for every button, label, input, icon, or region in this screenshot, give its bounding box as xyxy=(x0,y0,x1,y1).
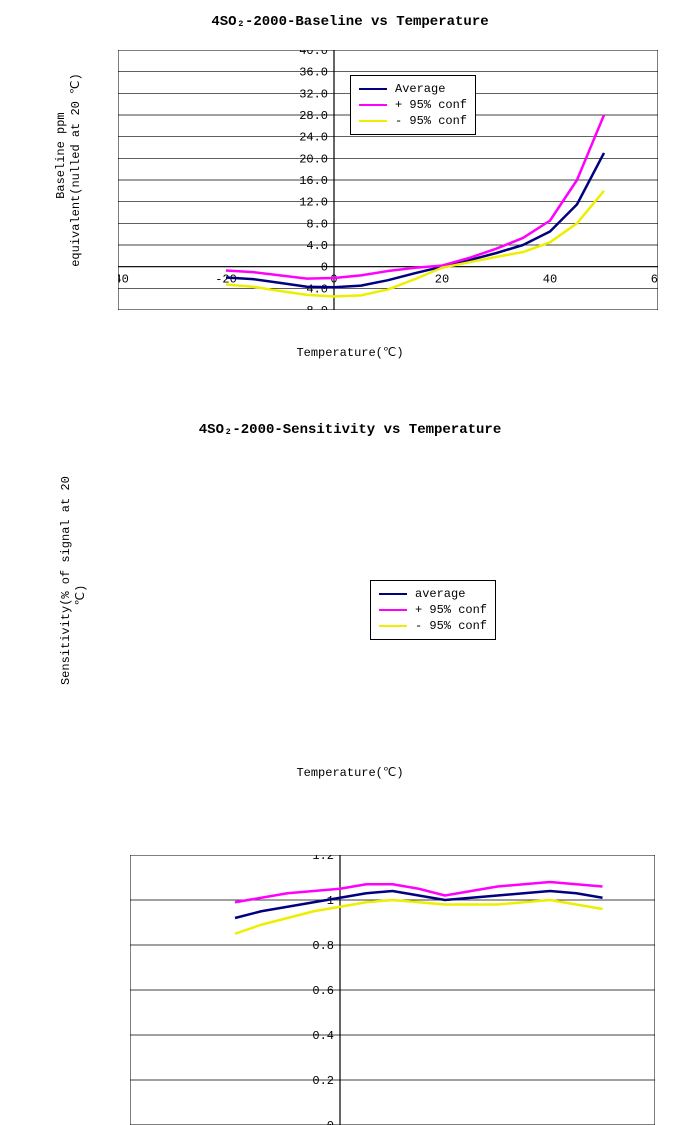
chart1-xlabel: Temperature(℃) xyxy=(0,345,700,360)
legend-item: - 95% conf xyxy=(359,114,467,128)
legend-label: + 95% conf xyxy=(395,98,467,112)
legend-swatch xyxy=(379,593,407,595)
chart2-plot: -40-20020406000.20.40.60.811.2 xyxy=(130,855,655,1125)
chart2-xlabel: Temperature(℃) xyxy=(0,765,700,780)
legend-item: - 95% conf xyxy=(379,619,487,633)
svg-text:0.4: 0.4 xyxy=(312,1029,334,1043)
svg-text:24.0: 24.0 xyxy=(299,131,328,145)
chart-sensitivity-vs-temp: 4SO₂-2000-Sensitivity vs Temperature Sen… xyxy=(0,400,700,820)
legend-label: - 95% conf xyxy=(395,114,467,128)
chart1-legend: Average + 95% conf - 95% conf xyxy=(350,75,476,135)
svg-text:20.0: 20.0 xyxy=(299,152,328,166)
legend-label: - 95% conf xyxy=(415,619,487,633)
svg-text:8.0: 8.0 xyxy=(306,217,328,231)
legend-swatch xyxy=(379,625,407,627)
chart2-ylabel: Sensitivity(% of signal at 20 ℃) xyxy=(45,460,102,730)
chart2-title: 4SO₂-2000-Sensitivity vs Temperature xyxy=(0,400,700,438)
svg-text:8.0: 8.0 xyxy=(306,304,328,310)
legend-swatch xyxy=(359,88,387,90)
svg-text:0: 0 xyxy=(327,1119,334,1125)
svg-text:4.0: 4.0 xyxy=(306,239,328,253)
legend-label: + 95% conf xyxy=(415,603,487,617)
svg-text:36.0: 36.0 xyxy=(299,66,328,80)
svg-text:32.0: 32.0 xyxy=(299,87,328,101)
legend-swatch xyxy=(359,120,387,122)
chart1-title: 4SO₂-2000-Baseline vs Temperature xyxy=(0,0,700,30)
svg-text:1.2: 1.2 xyxy=(312,855,334,863)
legend-label: average xyxy=(415,587,465,601)
legend-swatch xyxy=(379,609,407,611)
legend-item: Average xyxy=(359,82,467,96)
legend-item: average xyxy=(379,587,487,601)
chart1-ylabel: Baseline ppm equivalent(nulled at 20 ℃) xyxy=(40,40,97,300)
svg-text:40.0: 40.0 xyxy=(299,50,328,58)
svg-text:0: 0 xyxy=(321,261,328,275)
svg-text:40: 40 xyxy=(543,273,557,287)
chart2-legend: average + 95% conf - 95% conf xyxy=(370,580,496,640)
svg-text:60: 60 xyxy=(651,273,658,287)
svg-text:0.2: 0.2 xyxy=(312,1074,334,1088)
svg-text:-40: -40 xyxy=(118,273,129,287)
legend-item: + 95% conf xyxy=(359,98,467,112)
legend-item: + 95% conf xyxy=(379,603,487,617)
svg-text:28.0: 28.0 xyxy=(299,109,328,123)
svg-text:20: 20 xyxy=(435,273,449,287)
svg-text:0.6: 0.6 xyxy=(312,984,334,998)
chart-baseline-vs-temp: 4SO₂-2000-Baseline vs Temperature Baseli… xyxy=(0,0,700,400)
legend-label: Average xyxy=(395,82,445,96)
legend-swatch xyxy=(359,104,387,106)
svg-text:12.0: 12.0 xyxy=(299,196,328,210)
svg-text:16.0: 16.0 xyxy=(299,174,328,188)
svg-text:0.8: 0.8 xyxy=(312,939,334,953)
